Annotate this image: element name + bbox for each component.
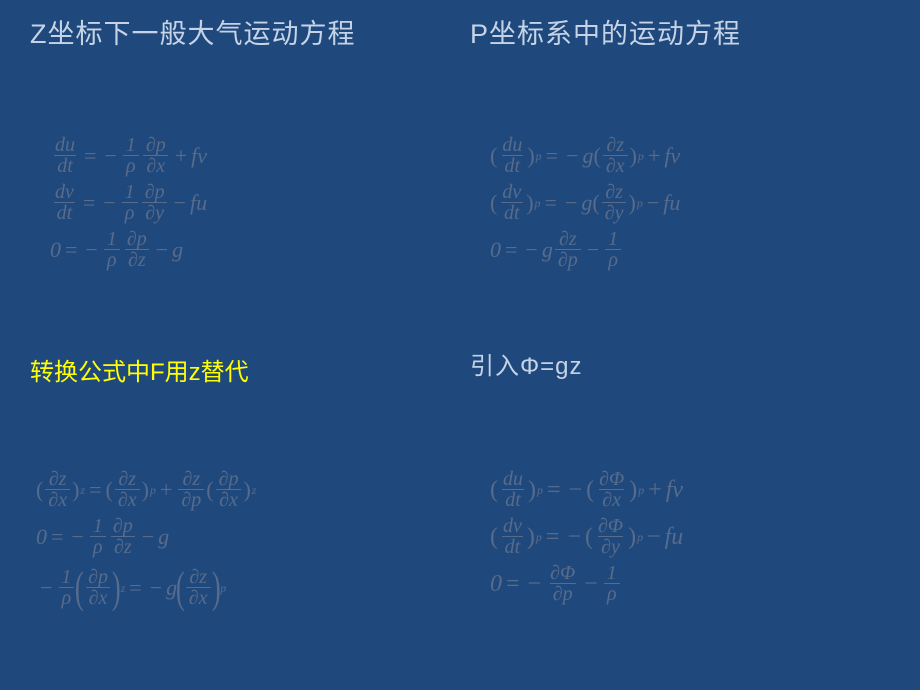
eq-phi-2: ( dvdt )p =−( ∂Φ∂y )p −fu bbox=[490, 516, 890, 557]
eq-phi-3: 0=− ∂Φ∂p − 1ρ bbox=[490, 563, 890, 604]
eq-t-2: 0=− 1ρ ∂p∂z −g bbox=[36, 516, 450, 557]
section-phi: 引入Φ=gz bbox=[460, 342, 900, 459]
section-p-coord: P坐标系中的运动方程 bbox=[460, 8, 900, 125]
heading-phi: 引入Φ=gz bbox=[470, 346, 890, 381]
heading-z-coord: Z坐标下一般大气运动方程 bbox=[30, 12, 450, 51]
section-transform: 转换公式中F用z替代 bbox=[20, 342, 460, 459]
eq-p-2: ( dvdt )p =−g( ∂z∂y )p −fu bbox=[490, 182, 890, 223]
equations-transform: ( ∂z∂x )z =( ∂z∂x )p + ∂z∂p ( ∂p∂x )z 0=… bbox=[20, 459, 460, 680]
eq-p-3: 0=−g ∂z∂p − 1ρ bbox=[490, 229, 890, 270]
equations-phi: ( dudt )p =−( ∂Φ∂x )p +fv ( dvdt )p =−( … bbox=[460, 459, 900, 680]
eq-z-1: dudt =− 1ρ ∂p∂x +fv bbox=[50, 135, 450, 176]
eq-phi-1: ( dudt )p =−( ∂Φ∂x )p +fv bbox=[490, 469, 890, 510]
eq-z-2: dvdt =− 1ρ ∂p∂y −fu bbox=[50, 182, 450, 223]
eq-p-1: ( dudt )p =−g( ∂z∂x )p +fv bbox=[490, 135, 890, 176]
eq-t-3: − 1ρ ( ∂p∂x )z =−g ( ∂z∂x )p bbox=[36, 567, 450, 608]
equations-z-coord: dudt =− 1ρ ∂p∂x +fv dvdt =− 1ρ ∂p∂y −fu … bbox=[20, 125, 460, 342]
heading-transform: 转换公式中F用z替代 bbox=[30, 352, 450, 387]
eq-z-3: 0=− 1ρ ∂p∂z −g bbox=[50, 229, 450, 270]
eq-t-1: ( ∂z∂x )z =( ∂z∂x )p + ∂z∂p ( ∂p∂x )z bbox=[36, 469, 450, 510]
heading-p-coord: P坐标系中的运动方程 bbox=[470, 12, 890, 51]
equations-p-coord: ( dudt )p =−g( ∂z∂x )p +fv ( dvdt )p =−g… bbox=[460, 125, 900, 342]
section-z-coord: Z坐标下一般大气运动方程 bbox=[20, 8, 460, 125]
